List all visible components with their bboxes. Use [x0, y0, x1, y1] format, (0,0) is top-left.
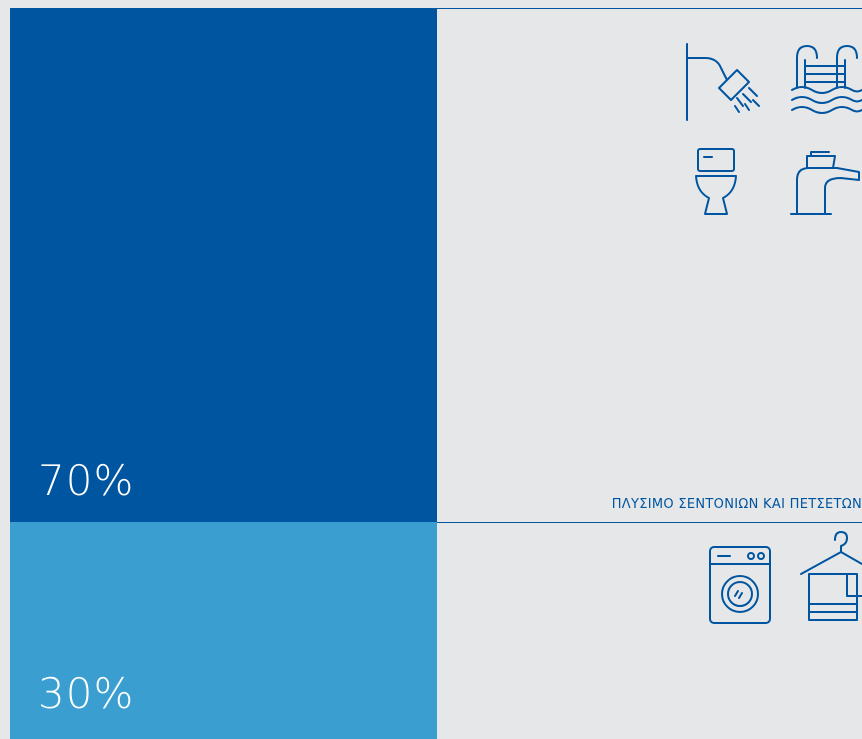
icons	[686, 43, 862, 624]
divider	[437, 8, 862, 9]
block-small: 30%	[10, 522, 437, 739]
caption: ΠΛΥΣΙΜΟ ΣΕΝΤΟΝΙΩΝ ΚΑΙ ΠΕΤΣΕΤΩΝ	[611, 497, 862, 512]
toilet-icon	[695, 148, 737, 215]
pool-icon	[791, 45, 862, 114]
shower-icon	[686, 43, 760, 121]
towel-icon	[800, 531, 862, 621]
percent-label: 30%	[38, 669, 135, 718]
block-large: 70%	[10, 8, 437, 522]
divider	[437, 522, 862, 523]
faucet-icon	[790, 151, 860, 215]
washer-icon	[709, 546, 771, 624]
percent-label: 70%	[38, 456, 135, 505]
